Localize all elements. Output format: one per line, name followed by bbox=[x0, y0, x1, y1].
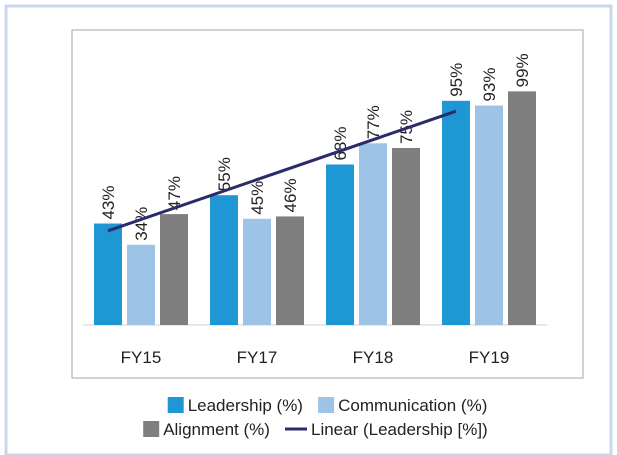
x-tick-label: FY18 bbox=[353, 348, 394, 367]
bar bbox=[442, 100, 470, 325]
legend-label: Communication (%) bbox=[338, 396, 487, 415]
bar bbox=[326, 164, 354, 325]
value-label: 93% bbox=[480, 67, 499, 101]
x-tick-label: FY15 bbox=[121, 348, 162, 367]
value-label: 47% bbox=[165, 176, 184, 210]
bar bbox=[127, 244, 155, 325]
value-label: 68% bbox=[331, 126, 350, 160]
legend-label: Alignment (%) bbox=[163, 420, 270, 439]
bar bbox=[359, 143, 387, 325]
bar bbox=[243, 218, 271, 325]
bar bbox=[276, 216, 304, 325]
legend-label: Leadership (%) bbox=[188, 396, 303, 415]
outer-frame bbox=[4, 4, 613, 455]
legend-label: Linear (Leadership [%]) bbox=[311, 420, 488, 439]
plot-frame bbox=[71, 29, 584, 379]
bar bbox=[508, 91, 536, 325]
legend-swatch bbox=[167, 397, 184, 413]
bar bbox=[210, 195, 238, 325]
value-label: 77% bbox=[364, 105, 383, 139]
bar bbox=[392, 148, 420, 325]
value-label: 45% bbox=[248, 181, 267, 215]
trendline bbox=[107, 109, 457, 233]
value-label: 55% bbox=[215, 157, 234, 191]
x-tick-label: FY17 bbox=[237, 348, 278, 367]
x-tick-label: FY19 bbox=[469, 348, 510, 367]
value-label: 99% bbox=[513, 53, 532, 87]
bar bbox=[94, 223, 122, 325]
bar bbox=[160, 214, 188, 325]
value-label: 95% bbox=[447, 63, 466, 97]
bar bbox=[475, 105, 503, 326]
legend-swatch bbox=[143, 421, 160, 437]
value-label: 34% bbox=[132, 207, 151, 241]
value-label: 46% bbox=[281, 178, 300, 212]
value-label: 43% bbox=[99, 185, 118, 219]
legend-swatch bbox=[318, 397, 335, 413]
